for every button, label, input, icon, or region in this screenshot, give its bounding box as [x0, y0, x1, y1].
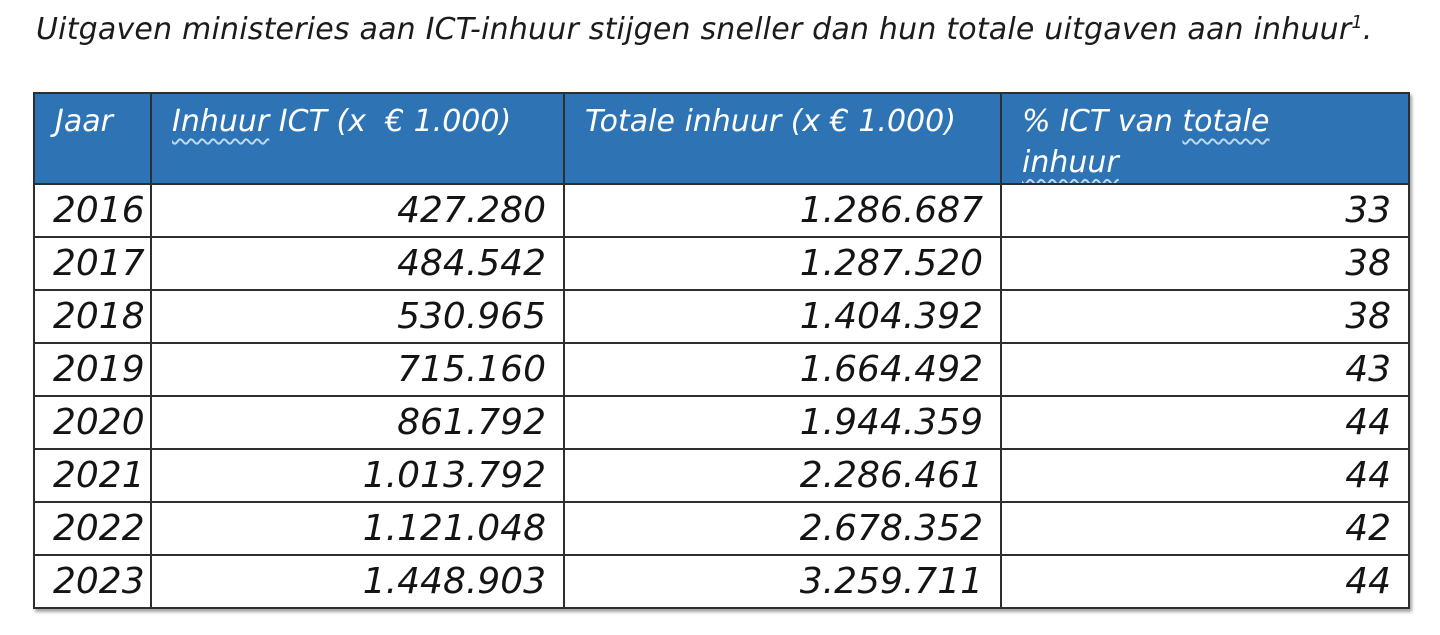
- cell-jaar: 2019: [33, 342, 152, 397]
- cell-pct-ict: 38: [1000, 236, 1410, 291]
- table-row: 2022 1.121.048 2.678.352 42: [33, 501, 1410, 556]
- cell-inhuur-ict: 1.121.048: [150, 501, 565, 556]
- cell-inhuur-ict: 1.448.903: [150, 554, 565, 609]
- cell-pct-ict: 33: [1000, 183, 1410, 238]
- header-jaar: Jaar: [33, 92, 152, 185]
- cell-inhuur-ict: 530.965: [150, 289, 565, 344]
- table-row: 2021 1.013.792 2.286.461 44: [33, 448, 1410, 503]
- cell-totale-inhuur: 2.678.352: [563, 501, 1002, 556]
- header-pct-word2: totale: [1182, 104, 1270, 139]
- cell-pct-ict: 42: [1000, 501, 1410, 556]
- header-totale-inhuur: Totale inhuur (x € 1.000): [563, 92, 1002, 185]
- cell-pct-ict: 44: [1000, 448, 1410, 503]
- table-row: 2019 715.160 1.664.492 43: [33, 342, 1410, 397]
- cell-inhuur-ict: 1.013.792: [150, 448, 565, 503]
- table-row: 2020 861.792 1.944.359 44: [33, 395, 1410, 450]
- page-title-period: .: [1362, 12, 1373, 47]
- cell-inhuur-ict: 861.792: [150, 395, 565, 450]
- ict-inhuur-table: Jaar Inhuur ICT (x € 1.000) Totale inhuu…: [33, 92, 1410, 609]
- cell-jaar: 2021: [33, 448, 152, 503]
- footnote-marker: 1: [1351, 13, 1363, 33]
- header-pct-part1: % ICT van: [1022, 104, 1183, 139]
- page-title: Uitgaven ministeries aan ICT-inhuur stij…: [36, 12, 1372, 47]
- table-row: 2016 427.280 1.286.687 33: [33, 183, 1410, 238]
- cell-jaar: 2023: [33, 554, 152, 609]
- page-title-text: Uitgaven ministeries aan ICT-inhuur stij…: [36, 12, 1352, 47]
- table-row: 2018 530.965 1.404.392 38: [33, 289, 1410, 344]
- header-jaar-label: Jaar: [55, 104, 113, 139]
- table-row: 2017 484.542 1.287.520 38: [33, 236, 1410, 291]
- header-inhuur-ict: Inhuur ICT (x € 1.000): [150, 92, 565, 185]
- cell-inhuur-ict: 484.542: [150, 236, 565, 291]
- table-header-row: Jaar Inhuur ICT (x € 1.000) Totale inhuu…: [33, 92, 1410, 185]
- table-row: 2023 1.448.903 3.259.711 44: [33, 554, 1410, 609]
- header-inhuur-ict-word: Inhuur: [172, 104, 270, 139]
- cell-pct-ict: 44: [1000, 395, 1410, 450]
- header-pct-word3: inhuur: [1022, 144, 1119, 180]
- cell-totale-inhuur: 2.286.461: [563, 448, 1002, 503]
- cell-totale-inhuur: 1.404.392: [563, 289, 1002, 344]
- cell-inhuur-ict: 427.280: [150, 183, 565, 238]
- cell-jaar: 2016: [33, 183, 152, 238]
- cell-pct-ict: 44: [1000, 554, 1410, 609]
- header-inhuur-ict-rest: ICT (x € 1.000): [269, 104, 512, 139]
- cell-jaar: 2017: [33, 236, 152, 291]
- cell-jaar: 2022: [33, 501, 152, 556]
- cell-inhuur-ict: 715.160: [150, 342, 565, 397]
- header-pct-ict: % ICT van totale inhuur: [1000, 92, 1410, 185]
- cell-jaar: 2020: [33, 395, 152, 450]
- header-totale-inhuur-label: Totale inhuur (x € 1.000): [585, 104, 956, 139]
- cell-totale-inhuur: 1.286.687: [563, 183, 1002, 238]
- cell-totale-inhuur: 1.287.520: [563, 236, 1002, 291]
- cell-pct-ict: 38: [1000, 289, 1410, 344]
- cell-totale-inhuur: 3.259.711: [563, 554, 1002, 609]
- cell-totale-inhuur: 1.944.359: [563, 395, 1002, 450]
- cell-pct-ict: 43: [1000, 342, 1410, 397]
- cell-jaar: 2018: [33, 289, 152, 344]
- cell-totale-inhuur: 1.664.492: [563, 342, 1002, 397]
